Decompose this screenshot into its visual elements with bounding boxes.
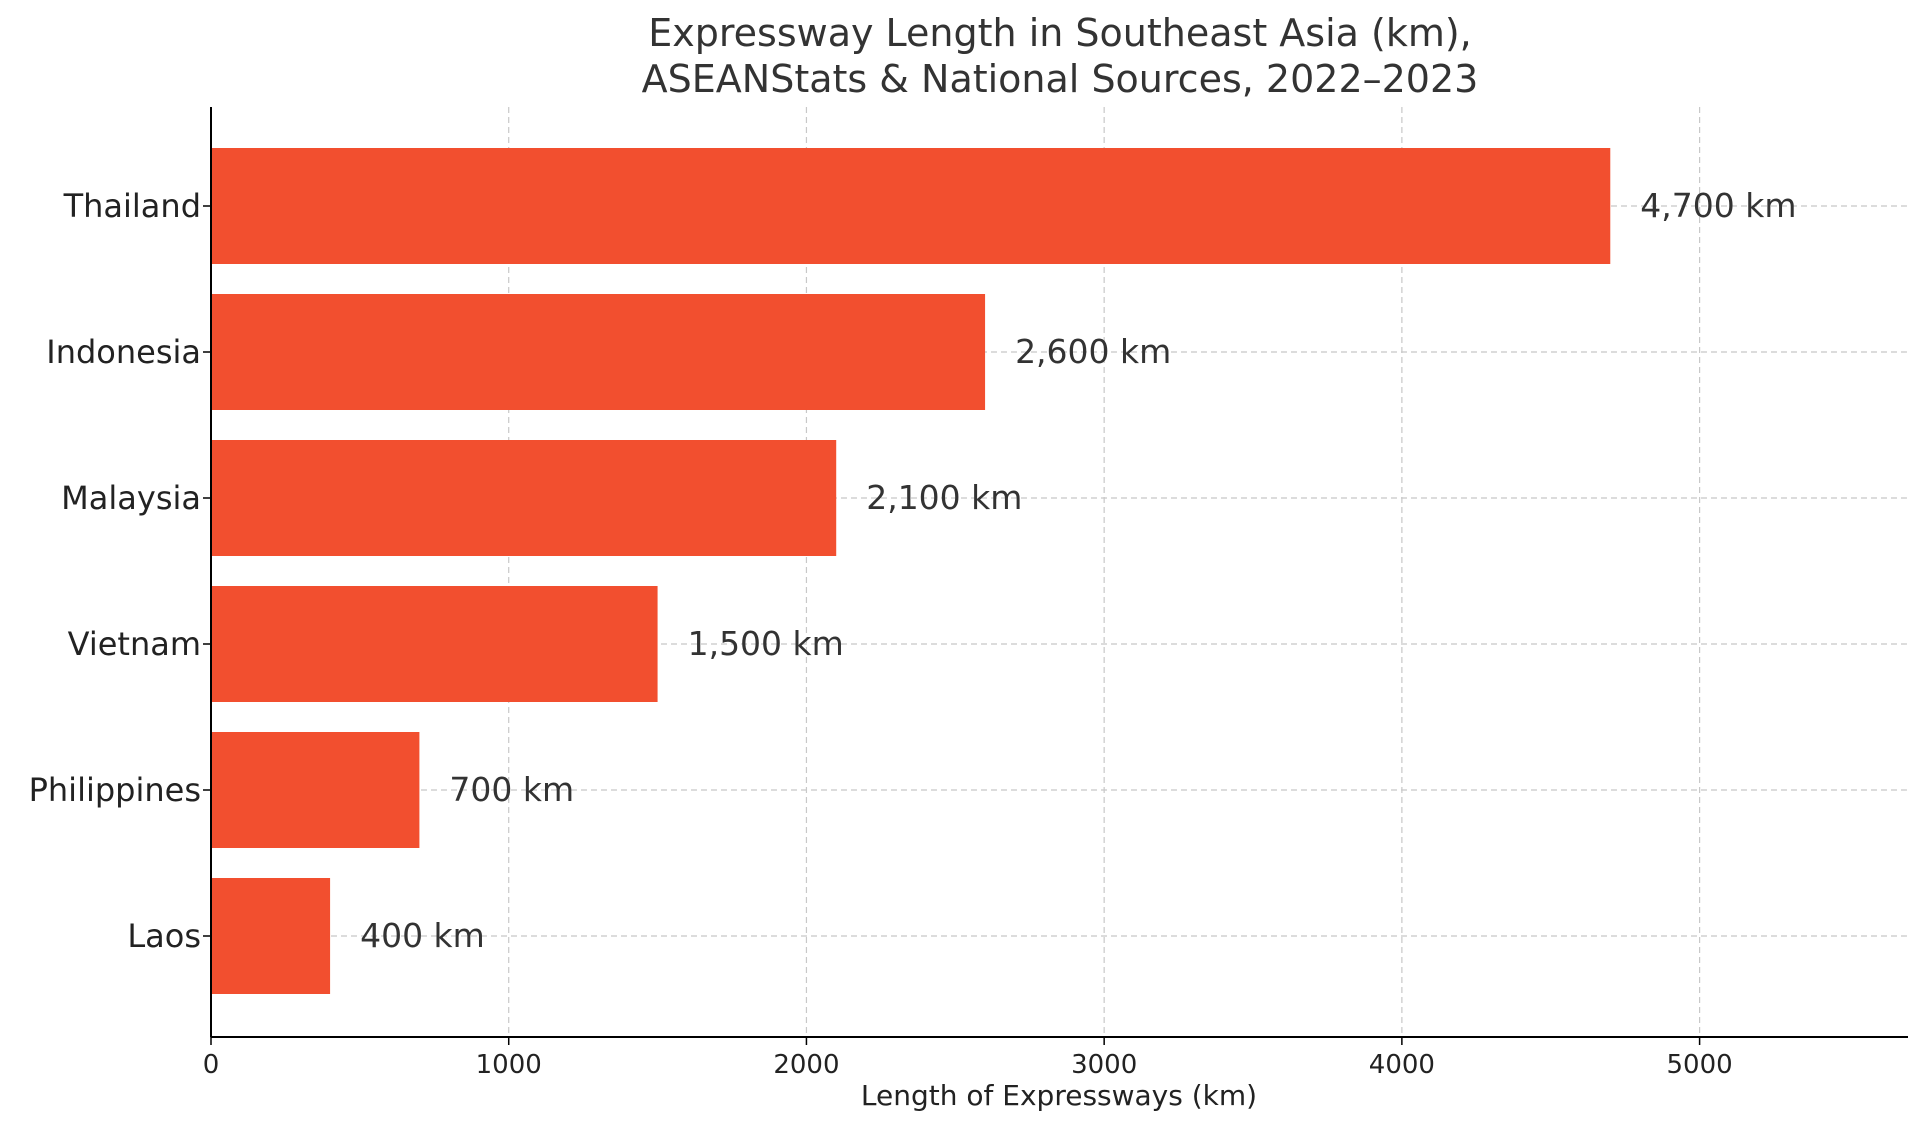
x-axis-label: Length of Expressways (km)	[861, 1079, 1257, 1112]
category-label-thailand: Thailand	[63, 187, 201, 225]
data-label-indonesia: 2,600 km	[1015, 332, 1171, 371]
bar-vietnam	[211, 586, 658, 702]
bar-philippines	[211, 732, 420, 848]
data-label-thailand: 4,700 km	[1640, 186, 1796, 225]
chart-title: Expressway Length in Southeast Asia (km)…	[642, 11, 1479, 101]
bar-laos	[211, 878, 331, 994]
x-tick-label: 1000	[476, 1050, 542, 1080]
x-tick-labels: 0 1000 2000 3000 4000 5000	[203, 1037, 1733, 1080]
data-label-philippines: 700 km	[449, 770, 574, 809]
chart-title-line-1: Expressway Length in Southeast Asia (km)…	[648, 11, 1472, 55]
bar-thailand	[211, 148, 1611, 264]
x-tick-label: 0	[203, 1050, 220, 1080]
x-tick-label: 3000	[1071, 1050, 1137, 1080]
y-tick-labels: Thailand Indonesia Malaysia Vietnam Philippi…	[29, 187, 211, 955]
chart-title-line-2: ASEANStats & National Sources, 2022–2023	[642, 57, 1479, 101]
category-label-malaysia: Malaysia	[61, 479, 201, 517]
data-label-malaysia: 2,100 km	[866, 478, 1022, 517]
x-tick-label: 5000	[1667, 1050, 1733, 1080]
bar-malaysia	[211, 440, 837, 556]
category-label-vietnam: Vietnam	[68, 625, 201, 663]
category-label-philippines: Philippines	[29, 771, 201, 809]
x-tick-label: 4000	[1369, 1050, 1435, 1080]
data-label-laos: 400 km	[360, 916, 485, 955]
bars	[211, 148, 1611, 994]
data-label-vietnam: 1,500 km	[688, 624, 844, 663]
category-label-laos: Laos	[127, 917, 201, 955]
bar-indonesia	[211, 294, 986, 410]
x-tick-label: 2000	[773, 1050, 839, 1080]
category-label-indonesia: Indonesia	[46, 333, 201, 371]
data-labels: 4,700 km 2,600 km 2,100 km 1,500 km 700 km 40…	[360, 186, 1796, 955]
